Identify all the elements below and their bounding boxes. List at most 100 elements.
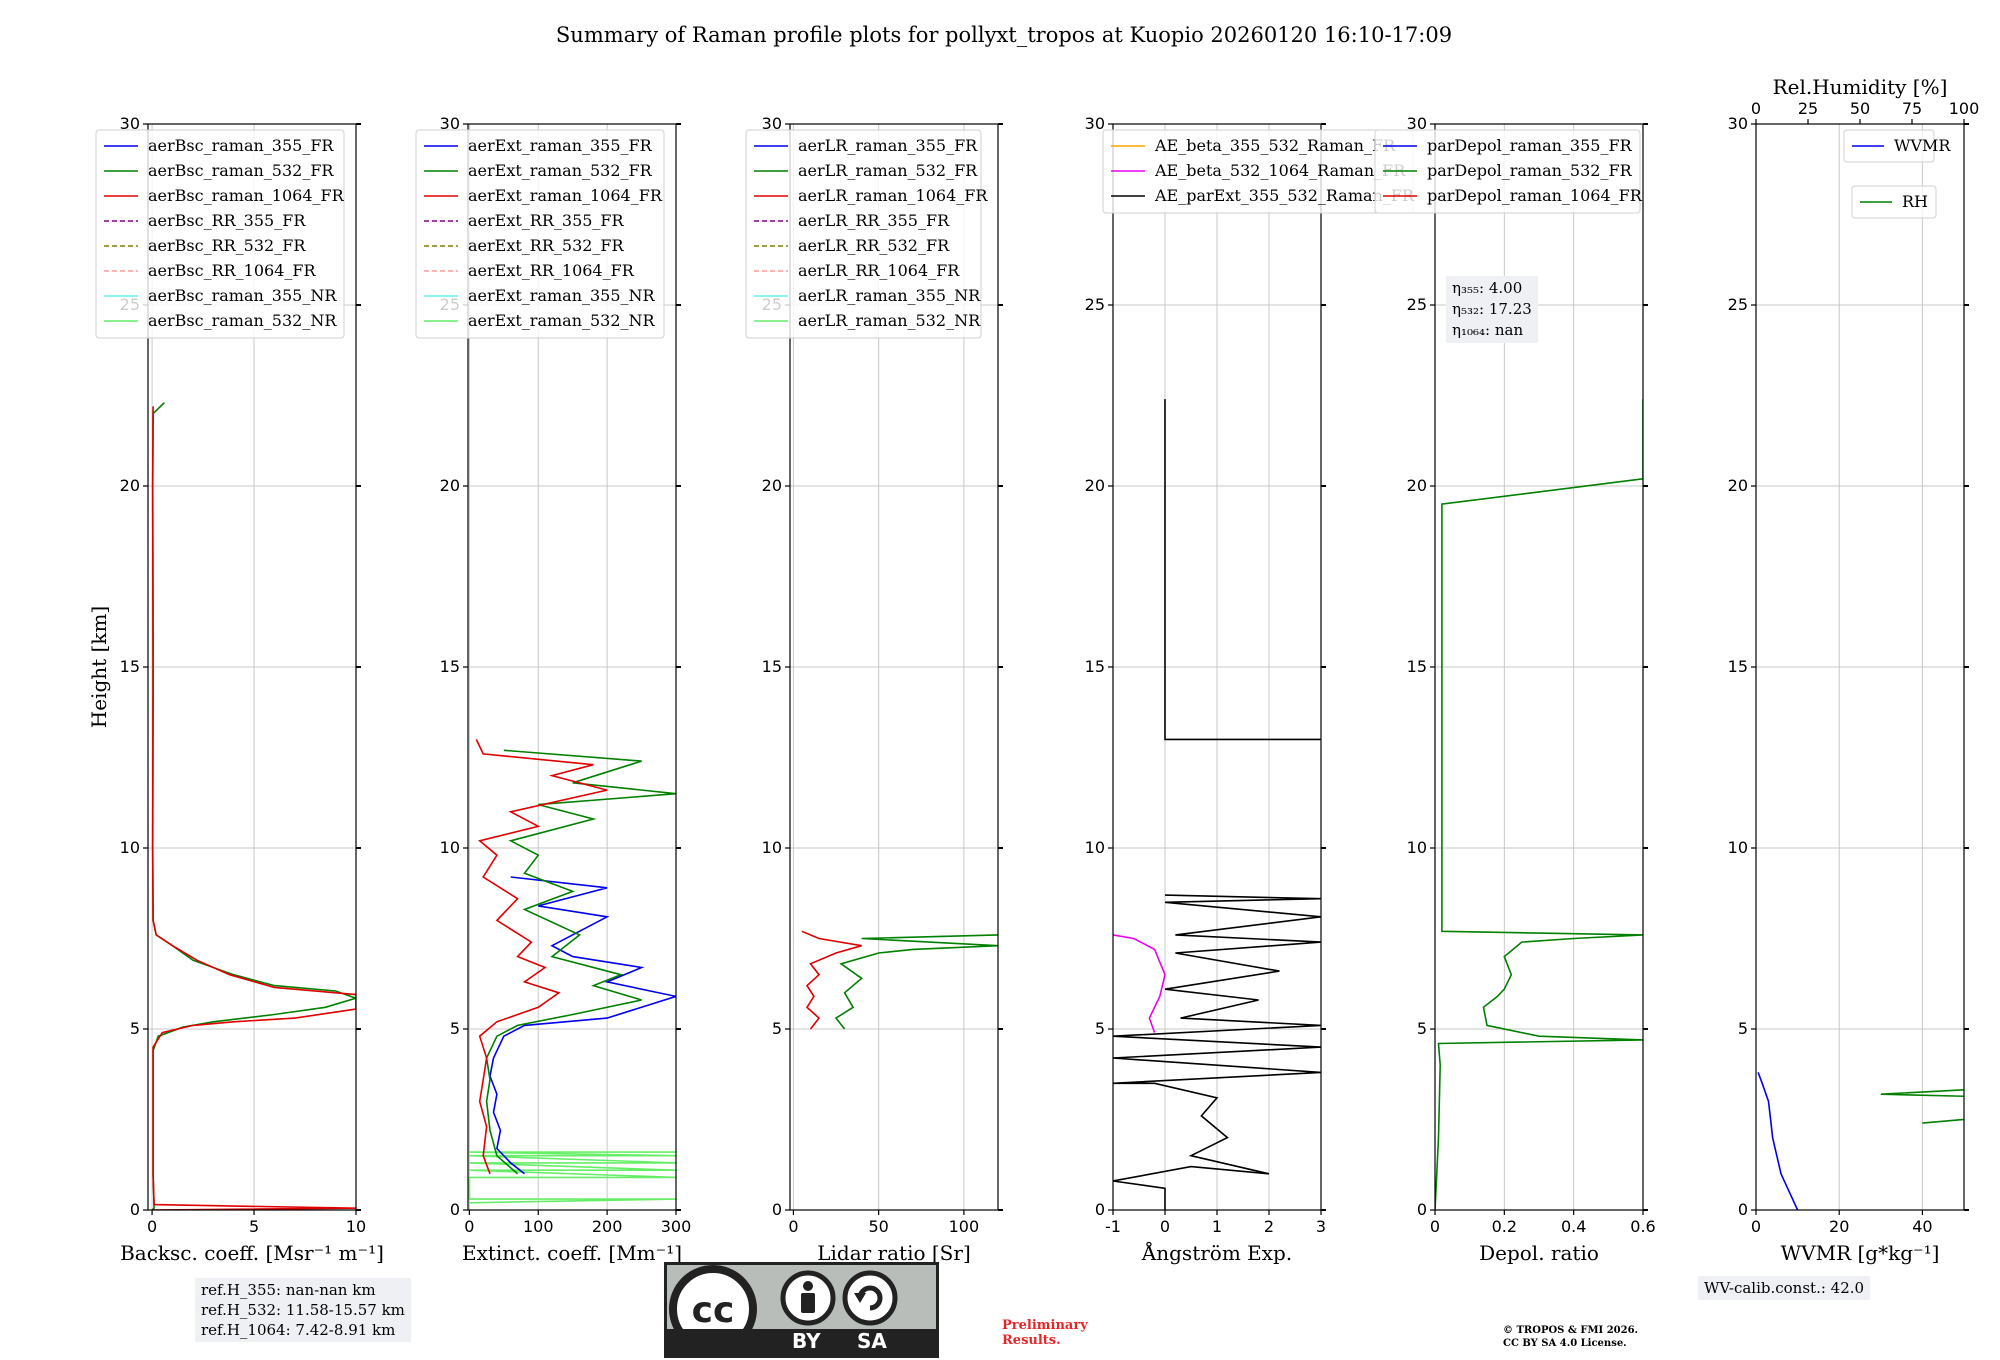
series-line-aerext-raman-1064-fr <box>475 739 608 1175</box>
ref-height-1064: ref.H_1064: 7.42-8.91 km <box>201 1321 396 1339</box>
legend-box-wvmr <box>1843 129 1935 163</box>
x-tick-label: 0 <box>147 1217 157 1236</box>
copyright-line-1: © TROPOS & FMI 2026. <box>1503 1325 1639 1336</box>
x2-tick-label: 25 <box>1798 99 1818 118</box>
series-line-rh <box>1880 1089 1964 1124</box>
x-tick-label: 0 <box>464 1217 474 1236</box>
y-tick-label: 0 <box>1417 1200 1427 1219</box>
wv-calib-const: WV-calib.const.: 42.0 <box>1704 1279 1865 1297</box>
series-line-aerext-raman-355-fr <box>489 876 676 1175</box>
legend-label: aerBsc_RR_1064_FR <box>148 261 317 280</box>
series-line-aerlr-raman-532-fr <box>834 934 998 1030</box>
y-tick-label: 20 <box>440 476 460 495</box>
y-tick-label: 25 <box>1728 295 1748 314</box>
wv-calib-box: WV-calib.const.: 42.0 <box>1698 1276 1871 1300</box>
x-tick-label: 1 <box>1212 1217 1222 1236</box>
y-tick-label: 15 <box>762 657 782 676</box>
legend-label: aerExt_RR_355_FR <box>468 211 625 230</box>
y-tick-label: 20 <box>120 476 140 495</box>
legend-label: aerBsc_raman_355_NR <box>148 286 337 305</box>
y-tick-label: 10 <box>440 838 460 857</box>
panel-3: 051015202530050100Lidar ratio [Sr]aerLR_… <box>745 114 1003 1265</box>
series-line-aerlr-raman-1064-fr <box>801 930 862 1030</box>
figure-title: Summary of Raman profile plots for polly… <box>556 23 1452 47</box>
x-tick-label: 100 <box>523 1217 554 1236</box>
y-tick-label: 5 <box>130 1019 140 1038</box>
legend-label: parDepol_raman_1064_FR <box>1427 186 1643 205</box>
y-tick-label: 20 <box>762 476 782 495</box>
x-tick-label: 2 <box>1264 1217 1274 1236</box>
x-tick-label: 3 <box>1316 1217 1326 1236</box>
series-line-aerbsc-raman-1064-fr <box>151 406 356 1210</box>
ref-height-532: ref.H_532: 11.58-15.57 km <box>201 1301 405 1319</box>
legend-label: aerExt_raman_1064_FR <box>468 186 663 205</box>
y-tick-label: 15 <box>1085 657 1105 676</box>
y-tick-label: 30 <box>1085 114 1105 133</box>
legend-label: aerLR_RR_532_FR <box>798 236 950 255</box>
panel-2: 0510152025300100200300Extinct. coeff. [M… <box>415 114 691 1265</box>
y-tick-label: 10 <box>762 838 782 857</box>
x-axis-label: Lidar ratio [Sr] <box>817 1241 971 1265</box>
x-tick-label: 0.2 <box>1492 1217 1517 1236</box>
y-tick-label: 20 <box>1085 476 1105 495</box>
legend-label: parDepol_raman_355_FR <box>1427 136 1633 155</box>
x-axis-label: Ångström Exp. <box>1141 1240 1292 1265</box>
y-tick-label: 0 <box>1738 1200 1748 1219</box>
x-tick-label: 5 <box>249 1217 259 1236</box>
y-tick-label: 30 <box>762 114 782 133</box>
x-tick-label: 20 <box>1829 1217 1849 1236</box>
legend-label: aerExt_RR_532_FR <box>468 236 625 255</box>
x-tick-label: 0 <box>788 1217 798 1236</box>
copyright-note: © TROPOS & FMI 2026. CC BY SA 4.0 Licens… <box>1503 1324 1638 1350</box>
eta-1064: η₁₀₆₄: nan <box>1452 321 1524 339</box>
ref-height-355: ref.H_355: nan-nan km <box>201 1281 376 1299</box>
sa-share-icon <box>842 1270 898 1326</box>
legend-label: aerExt_raman_532_FR <box>468 161 653 180</box>
legend-box <box>745 129 982 339</box>
y-tick-label: 5 <box>1095 1019 1105 1038</box>
series-line-aerext-raman-532-nr <box>468 1151 676 1204</box>
legend-label: aerLR_RR_1064_FR <box>798 261 960 280</box>
legend-label: AE_beta_355_532_Raman_FR <box>1154 136 1396 155</box>
legend-label: aerBsc_raman_355_FR <box>148 136 334 155</box>
x-tick-label: 0 <box>1751 1217 1761 1236</box>
legend-box-rh <box>1851 185 1937 219</box>
series-line-ae-parext-355-532-raman-fr-upper <box>1164 399 1321 741</box>
legend-label: aerBsc_raman_532_FR <box>148 161 334 180</box>
legend-label: aerLR_raman_355_FR <box>798 136 978 155</box>
legend-label: aerLR_raman_355_NR <box>798 286 981 305</box>
legend-label: aerExt_raman_355_NR <box>468 286 656 305</box>
legend-label: RH <box>1902 192 1928 211</box>
series-line-wvmr <box>1757 1072 1799 1210</box>
y-tick-label: 5 <box>450 1019 460 1038</box>
y-tick-label: 15 <box>1728 657 1748 676</box>
y-axis-label: Height [km] <box>87 606 111 728</box>
y-tick-label: 10 <box>120 838 140 857</box>
ref-height-box: ref.H_355: nan-nan km ref.H_532: 11.58-1… <box>195 1278 411 1342</box>
eta-532: η₅₃₂: 17.23 <box>1452 300 1532 318</box>
y-tick-label: 10 <box>1728 838 1748 857</box>
cc-license-logo: cc BY SA <box>664 1262 939 1358</box>
legend-label: aerBsc_raman_1064_FR <box>148 186 345 205</box>
x-axis-label: Backsc. coeff. [Msr⁻¹ m⁻¹] <box>120 1241 384 1265</box>
x-tick-label: 0.4 <box>1561 1217 1586 1236</box>
x2-tick-label: 50 <box>1850 99 1870 118</box>
legend-box <box>1374 129 1641 214</box>
x-axis-label: Depol. ratio <box>1479 1241 1599 1265</box>
legend-label: aerLR_raman_1064_FR <box>798 186 988 205</box>
x-tick-label: 40 <box>1912 1217 1932 1236</box>
series-line-ae-parext-355-532-raman-fr <box>1113 894 1321 1210</box>
y-tick-label: 0 <box>130 1200 140 1219</box>
x-tick-label: 0 <box>1160 1217 1170 1236</box>
copyright-line-2: CC BY SA 4.0 License. <box>1503 1338 1627 1349</box>
preliminary-line-2: Results. <box>1002 1333 1061 1348</box>
legend-label: aerExt_RR_1064_FR <box>468 261 635 280</box>
y-tick-label: 15 <box>440 657 460 676</box>
panel-5: 0 5 10 15 20 25 30 0 0.2 0.4 0.6 Depol. ratio parDep… <box>1374 114 1656 1265</box>
x2-axis-label: Rel.Humidity [%] <box>1773 75 1948 99</box>
y-tick-label: 15 <box>120 657 140 676</box>
legend-label: aerLR_raman_532_FR <box>798 161 978 180</box>
